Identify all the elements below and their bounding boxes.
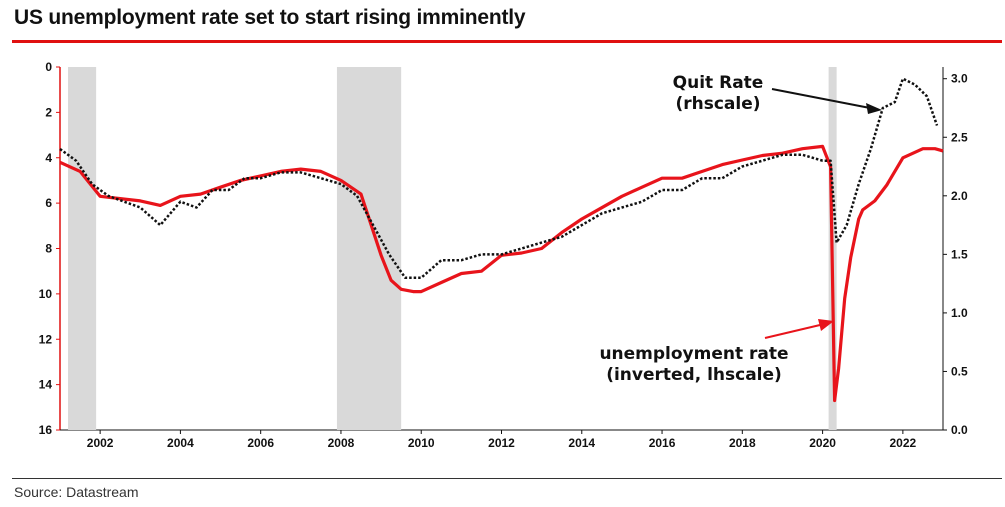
- quit-rate-label-line1: Quit Rate: [673, 73, 764, 93]
- left-tick-label: 0: [45, 60, 52, 74]
- x-tick-label: 2014: [568, 436, 595, 450]
- recession-band: [336, 67, 402, 430]
- x-tick-label: 2010: [408, 436, 435, 450]
- series-lines: [59, 77, 944, 403]
- left-tick-label: 2: [45, 105, 52, 119]
- x-tick-label: 2002: [87, 436, 114, 450]
- x-tick-label: 2022: [890, 436, 917, 450]
- x-tick-label: 2020: [809, 436, 836, 450]
- right-tick-label: 1.0: [951, 306, 968, 320]
- left-tick-label: 16: [39, 423, 53, 437]
- recession-band: [68, 67, 97, 430]
- chart: 0 2 4 6 8 10 12 14 16 0.0 0.5 1.0 1.5 2.0 2.5 3.0 2002 20…: [39, 60, 968, 450]
- unemployment-arrow: [764, 324, 821, 339]
- quit-rate-line: [59, 77, 939, 280]
- x-tick-label: 2012: [488, 436, 515, 450]
- unemployment-label-line2: (inverted, lhscale): [606, 365, 782, 385]
- quit-rate-label-line2: (rhscale): [675, 94, 760, 114]
- right-tick-label: 1.5: [951, 247, 968, 261]
- left-tick-label: 12: [39, 332, 53, 346]
- x-tick-label: 2016: [649, 436, 676, 450]
- title-underline: [12, 40, 1002, 43]
- unemployment-label-line1: unemployment rate: [599, 344, 788, 364]
- right-tick-label: 2.5: [951, 130, 968, 144]
- right-tick-label: 0.0: [951, 423, 968, 437]
- left-tick-label: 14: [39, 378, 53, 392]
- x-tick-label: 2004: [167, 436, 194, 450]
- quit-rate-arrowhead: [866, 103, 882, 114]
- right-tick-label: 2.0: [951, 189, 968, 203]
- quit-rate-arrow: [771, 88, 871, 109]
- source-note: Source: Datastream: [14, 484, 139, 500]
- left-tick-label: 6: [45, 196, 52, 210]
- page-title: US unemployment rate set to start rising…: [14, 6, 526, 29]
- right-tick-label: 0.5: [951, 364, 968, 378]
- x-tick-label: 2008: [328, 436, 355, 450]
- x-tick-label: 2018: [729, 436, 756, 450]
- footer-rule: [12, 478, 1002, 479]
- right-tick-label: 3.0: [951, 72, 968, 86]
- axis-ticks: 0 2 4 6 8 10 12 14 16 0.0 0.5 1.0 1.5 2.0 2.5 3.0 2002 20…: [39, 60, 968, 450]
- left-tick-label: 10: [39, 287, 53, 301]
- unemployment-rate-line: [59, 144, 944, 403]
- unemployment-arrowhead: [818, 319, 834, 331]
- left-tick-label: 8: [45, 242, 52, 256]
- x-tick-label: 2006: [247, 436, 274, 450]
- left-tick-label: 4: [45, 151, 52, 165]
